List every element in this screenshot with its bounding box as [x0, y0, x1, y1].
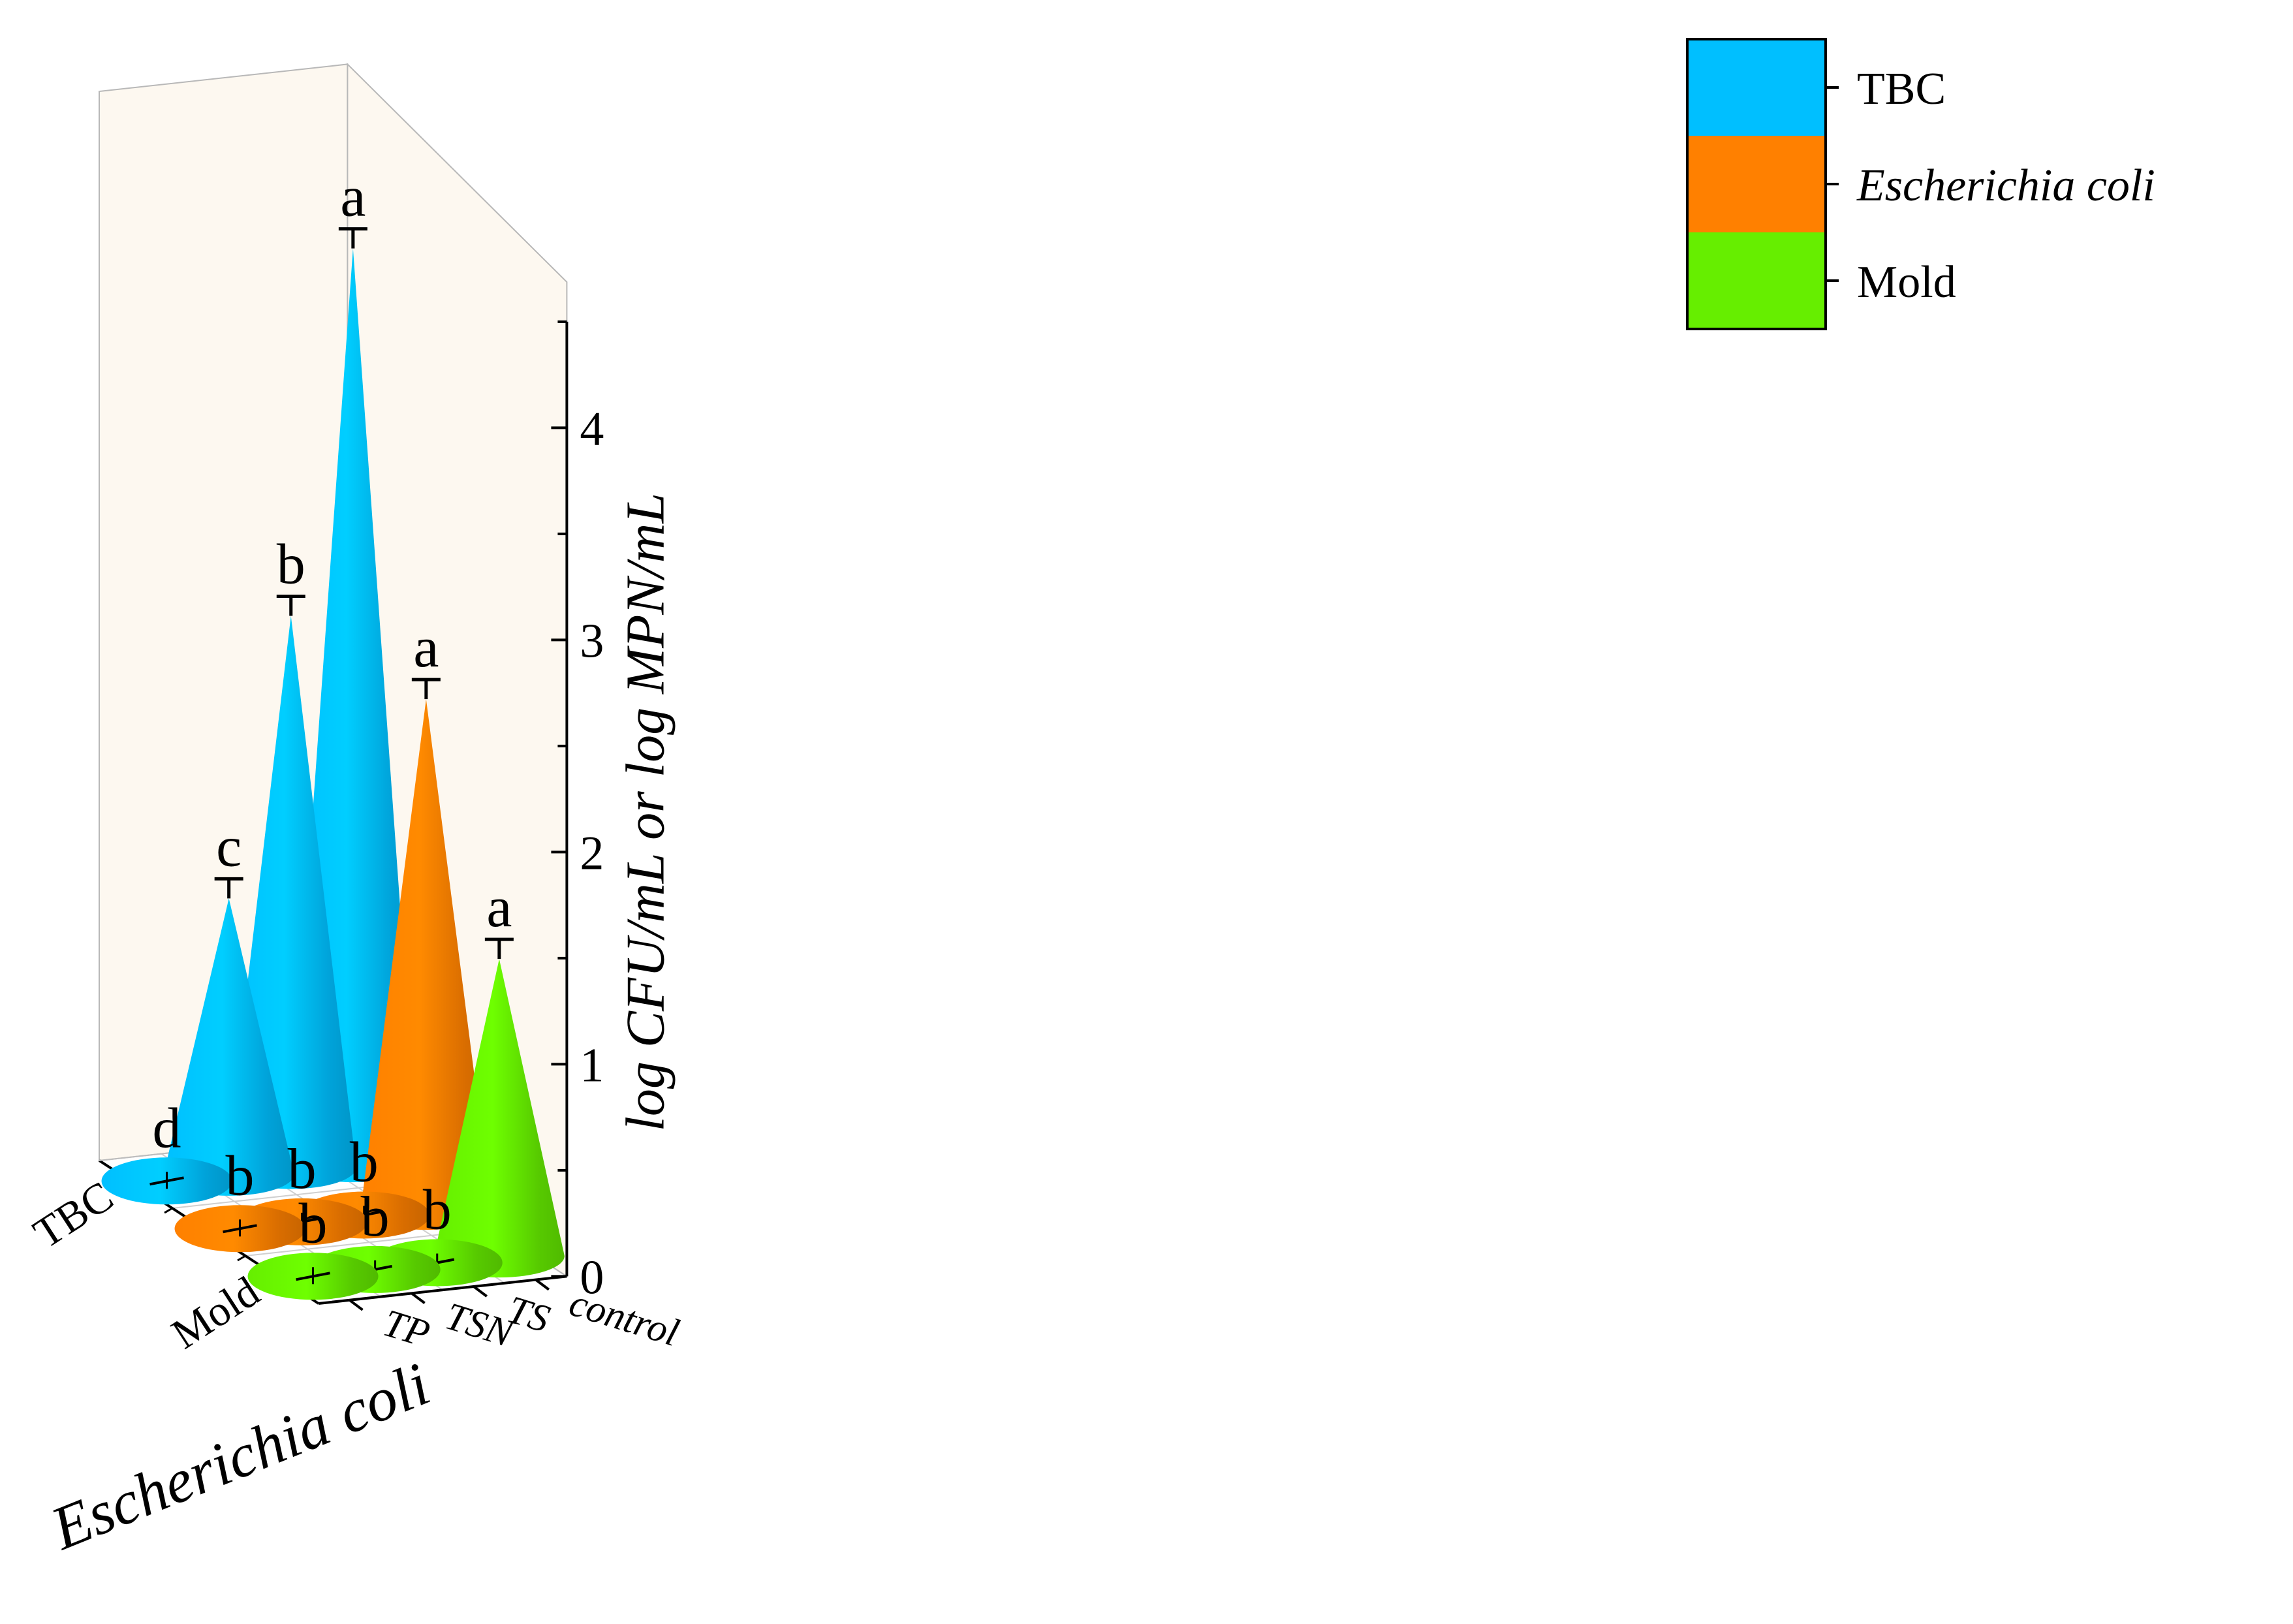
significance-label: a	[413, 616, 439, 679]
legend-swatch	[1687, 232, 1826, 329]
treatment-tick	[411, 1292, 426, 1305]
significance-label: b	[226, 1144, 255, 1208]
cone-TP-1: b	[174, 1144, 305, 1253]
significance-label: b	[277, 533, 305, 597]
legend-swatch	[1687, 136, 1826, 232]
y-tick-label: 2	[580, 826, 604, 880]
significance-label: c	[216, 815, 242, 879]
significance-label: b	[350, 1131, 379, 1195]
legend: TBC Escherichia coli Mold	[1686, 38, 2155, 330]
legend-swatch	[1687, 39, 1826, 136]
y-axis-title: log CFU/mL or log MPN/mL	[615, 493, 676, 1132]
significance-label: d	[153, 1097, 181, 1160]
treatment-tick	[349, 1299, 364, 1311]
treatment-label: TP	[379, 1301, 435, 1356]
treatment-tick	[535, 1278, 550, 1291]
floor-edge	[318, 1275, 567, 1305]
treatment-label: TSN	[441, 1294, 520, 1356]
category-axis-title: Escherichia coli	[41, 1350, 439, 1563]
significance-label: b	[423, 1179, 452, 1242]
legend-label: TBC	[1857, 64, 1946, 114]
y-tick-label: 3	[580, 614, 604, 668]
legend-label: Escherichia coli	[1856, 161, 2155, 211]
cone-body	[433, 959, 565, 1278]
category-minor-tick	[237, 1255, 246, 1262]
significance-label: a	[486, 876, 512, 939]
significance-label: b	[299, 1192, 328, 1255]
cone-TP-2: b	[247, 1192, 379, 1300]
cone-TP-0: d	[101, 1097, 232, 1205]
cone-control-1: a	[360, 616, 491, 1230]
cone-body	[360, 699, 491, 1230]
legend-label: Mold	[1857, 257, 1956, 307]
significance-label: b	[361, 1185, 390, 1249]
significance-label: b	[288, 1138, 317, 1201]
treatment-label: control	[565, 1281, 684, 1354]
y-tick-label: 1	[580, 1038, 604, 1092]
y-tick-label: 0	[580, 1251, 604, 1304]
treatment-tick	[473, 1285, 488, 1298]
cone-TSN-0: c	[163, 815, 294, 1196]
cone-control-2: a	[433, 876, 565, 1278]
significance-label: a	[340, 166, 366, 229]
category-minor-tick	[164, 1207, 173, 1214]
y-tick-label: 4	[580, 402, 604, 456]
cone-body	[163, 898, 294, 1196]
legend-frame	[1686, 38, 1827, 330]
